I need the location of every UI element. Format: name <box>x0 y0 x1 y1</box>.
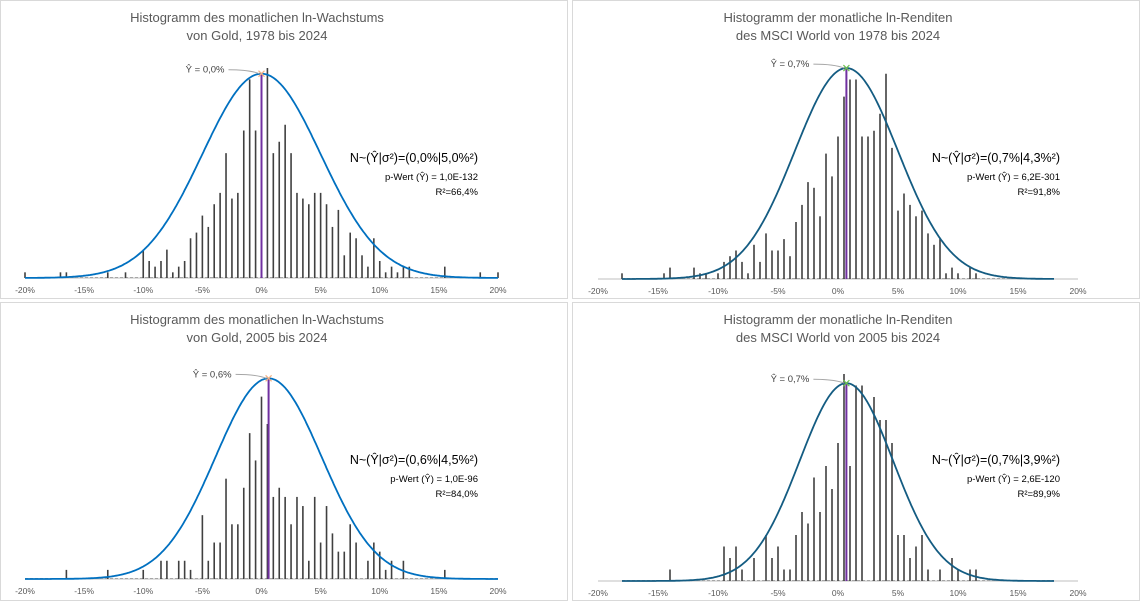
chart-gold-1978-2024: Histogramm des monatlichen ln-Wachstums v… <box>0 0 568 299</box>
mean-leader-line <box>813 63 845 69</box>
chart-svg: Histogramm des monatlichen ln-Wachstums v… <box>15 10 507 295</box>
x-tick-label: -20% <box>588 588 608 598</box>
normal-fit-curve <box>622 67 1054 280</box>
mean-marker <box>842 64 850 72</box>
x-tick-label: -10% <box>708 588 728 598</box>
x-tick-label: 20% <box>489 586 506 596</box>
chart-svg: Histogramm der monatliche ln-Renditen des… <box>588 312 1087 598</box>
chart-title-line: von Gold, 1978 bis 2024 <box>187 28 328 43</box>
x-tick-label: -10% <box>708 286 728 296</box>
x-tick-label: 15% <box>430 285 447 295</box>
x-tick-label: -5% <box>770 286 786 296</box>
chart-title-line: Histogramm der monatliche ln-Renditen <box>723 10 952 25</box>
x-tick-label: -5% <box>195 586 211 596</box>
x-tick-label: -20% <box>15 586 35 596</box>
p-value-label: p-Wert (Ŷ) = 1,0E-132 <box>385 172 478 183</box>
x-tick-label: 20% <box>1069 286 1086 296</box>
chart-title-line: des MSCI World von 1978 bis 2024 <box>736 28 940 43</box>
x-tick-label: -15% <box>648 286 668 296</box>
x-tick-label: 5% <box>314 285 327 295</box>
x-tick-label: 10% <box>949 588 966 598</box>
x-tick-label: 20% <box>1069 588 1086 598</box>
mean-label: Ŷ = 0,6% <box>193 369 232 380</box>
p-value-label: p-Wert (Ŷ) = 1,0E-96 <box>390 474 478 485</box>
x-tick-label: 0% <box>255 285 268 295</box>
distribution-label: N~(Ŷ|σ²)=(0,7%|4,3%²) <box>932 150 1060 165</box>
x-tick-label: 10% <box>949 286 966 296</box>
mean-leader-line <box>813 378 845 384</box>
chart-title-line: Histogramm der monatliche ln-Renditen <box>723 312 952 327</box>
distribution-label: N~(Ŷ|σ²)=(0,0%|5,0%²) <box>350 150 478 165</box>
r-squared-label: R²=91,8% <box>1017 187 1060 198</box>
x-tick-label: 0% <box>832 286 845 296</box>
x-tick-label: -15% <box>648 588 668 598</box>
chart-title-line: Histogramm des monatlichen ln-Wachstums <box>130 10 384 25</box>
x-tick-label: -20% <box>15 285 35 295</box>
chart-gold-2005-2024: Histogramm des monatlichen ln-Wachstums v… <box>0 302 568 601</box>
mean-leader-line <box>228 69 260 75</box>
chart-msci-1978-2024: Histogramm der monatliche ln-Renditen des… <box>572 0 1140 299</box>
x-tick-label: -15% <box>74 586 94 596</box>
x-tick-label: 15% <box>430 586 447 596</box>
x-tick-label: -15% <box>74 285 94 295</box>
mean-marker <box>258 70 265 78</box>
mean-label: Ŷ = 0,7% <box>771 59 810 70</box>
normal-fit-curve <box>622 382 1054 582</box>
x-tick-label: 5% <box>892 588 905 598</box>
mean-label: Ŷ = 0,0% <box>186 65 225 76</box>
x-tick-label: 5% <box>314 586 327 596</box>
x-tick-label: 20% <box>489 285 506 295</box>
chart-svg: Histogramm der monatliche ln-Renditen des… <box>588 10 1087 296</box>
mean-marker <box>265 374 273 382</box>
x-tick-label: 0% <box>832 588 845 598</box>
distribution-label: N~(Ŷ|σ²)=(0,6%|4,5%²) <box>350 452 478 467</box>
x-tick-label: -10% <box>133 285 153 295</box>
r-squared-label: R²=89,9% <box>1017 489 1060 500</box>
r-squared-label: R²=84,0% <box>435 489 478 500</box>
x-tick-label: -20% <box>588 286 608 296</box>
x-tick-label: 10% <box>371 285 388 295</box>
normal-fit-curve <box>25 377 498 580</box>
p-value-label: p-Wert (Ŷ) = 2,6E-120 <box>967 474 1060 485</box>
mean-marker <box>842 379 850 387</box>
x-tick-label: 15% <box>1009 286 1026 296</box>
x-tick-label: -10% <box>133 586 153 596</box>
mean-leader-line <box>235 373 267 379</box>
p-value-label: p-Wert (Ŷ) = 6,2E-301 <box>967 172 1060 183</box>
chart-title-line: des MSCI World von 2005 bis 2024 <box>736 330 940 345</box>
distribution-label: N~(Ŷ|σ²)=(0,7%|3,9%²) <box>932 452 1060 467</box>
x-tick-label: -5% <box>195 285 211 295</box>
x-tick-label: 0% <box>255 586 268 596</box>
x-tick-label: -5% <box>770 588 786 598</box>
chart-title-line: von Gold, 2005 bis 2024 <box>187 330 328 345</box>
x-tick-label: 5% <box>892 286 905 296</box>
x-tick-label: 10% <box>371 586 388 596</box>
mean-label: Ŷ = 0,7% <box>771 374 810 385</box>
x-tick-label: 15% <box>1009 588 1026 598</box>
chart-title-line: Histogramm des monatlichen ln-Wachstums <box>130 312 384 327</box>
chart-msci-2005-2024: Histogramm der monatliche ln-Renditen des… <box>572 302 1140 601</box>
chart-svg: Histogramm des monatlichen ln-Wachstums v… <box>15 312 507 596</box>
r-squared-label: R²=66,4% <box>435 187 478 198</box>
